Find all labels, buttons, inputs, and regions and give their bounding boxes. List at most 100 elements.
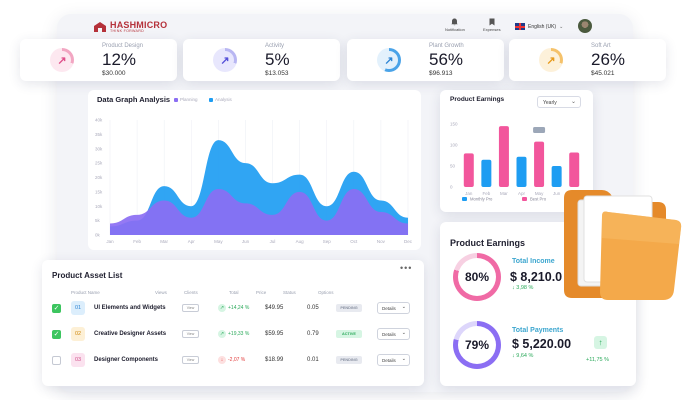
x-tick-label: Jun	[553, 191, 561, 196]
area-chart: 40k 35k 30k 25k 20k 15k 10k 5k 0k Jan Feb Mar Apr May…	[95, 118, 413, 245]
x-tick-label: Jul	[270, 239, 276, 244]
x-tick-label: Aug	[296, 239, 305, 244]
row-checkbox[interactable]: ✓	[52, 304, 61, 313]
status-badge: ACTIVE	[336, 330, 362, 338]
payments-percent: 79%	[458, 326, 496, 364]
period-select[interactable]: Yearly ⌄	[537, 96, 581, 108]
arrow-up-right-icon: ↗	[542, 51, 560, 69]
x-tick-label: May	[214, 239, 223, 244]
x-tick-label: Dec	[404, 239, 413, 244]
row-change: ↗ +14,24 %	[218, 304, 249, 312]
product-name: UI Elements and Widgets	[94, 305, 166, 311]
stat-amount: $13.053	[265, 70, 289, 77]
chevron-down-icon: ⌄	[570, 99, 576, 105]
details-dropdown[interactable]: Details ⌄	[377, 302, 410, 314]
row-price: $18.99	[265, 357, 284, 363]
bar-tooltip	[533, 127, 546, 133]
stat-percent: 56%	[429, 50, 464, 69]
y-tick-label: 15k	[95, 189, 103, 194]
x-tick-label: May	[535, 191, 544, 196]
stat-percent: 5%	[265, 50, 290, 69]
details-dropdown[interactable]: Details ⌄	[377, 354, 410, 366]
stat-label: Plant Growth	[429, 43, 464, 49]
arrow-down-icon: ↓	[218, 356, 226, 364]
change-value: +19,33 %	[228, 331, 250, 337]
bar	[516, 156, 527, 187]
x-tick-label: Mar	[500, 191, 508, 196]
notifications-button[interactable]: Notification	[445, 18, 465, 32]
table-row[interactable]: ✓ 01 UI Elements and Widgets View ↗ +14,24 % $…	[42, 298, 422, 320]
brand-tagline: THINK FORWARD	[110, 29, 145, 33]
row-price: $49.95	[265, 305, 284, 311]
view-button[interactable]: View	[182, 356, 199, 364]
income-percent: 80%	[458, 258, 496, 296]
details-label: Details	[382, 306, 396, 311]
column-header[interactable]: Views	[155, 290, 167, 295]
row-price: $59.95	[265, 331, 284, 337]
y-tick-label: 25k	[95, 161, 103, 166]
chevron-down-icon: ⌄	[401, 330, 406, 336]
column-header[interactable]: Product Name	[71, 290, 100, 295]
table-row[interactable]: ✓ 02 Creative Designer Assets View ↗ +19,33 %…	[42, 324, 422, 346]
y-tick-label: 0	[450, 185, 453, 190]
bar	[498, 126, 509, 187]
folder-illustration	[564, 190, 682, 300]
brand-logo[interactable]: HASHMICRO THINK FORWARD	[93, 21, 167, 34]
language-selector[interactable]: English (UK) ⌄	[515, 23, 563, 30]
status-badge: PENDING	[336, 356, 362, 364]
graph-title: Data Graph Analysis	[97, 95, 171, 104]
product-asset-list-card: Product Asset List ••• Product Name Views…	[42, 260, 424, 386]
legend-analysis: Analysis	[209, 97, 232, 102]
y-tick-label: 20k	[95, 175, 103, 180]
column-header[interactable]: Options	[318, 290, 334, 295]
chevron-down-icon: ⌄	[401, 356, 406, 362]
column-header[interactable]: Total	[229, 290, 239, 295]
legend-swatch	[462, 197, 467, 201]
legend-swatch	[522, 197, 527, 201]
stat-card[interactable]: ↗ Product Design 12% $30.000	[20, 39, 177, 81]
period-select-value: Yearly	[543, 100, 557, 106]
bar	[481, 159, 492, 187]
column-header[interactable]: Clients	[184, 290, 198, 295]
stat-card[interactable]: ↗ Soft Art 26% $45.021	[509, 39, 666, 81]
arrow-up-icon: ↗	[218, 330, 226, 338]
stat-label: Activity	[265, 43, 285, 49]
details-label: Details	[382, 332, 396, 337]
view-button[interactable]: View	[182, 330, 199, 338]
bookmark-icon	[489, 18, 495, 26]
column-header[interactable]: Price	[256, 290, 267, 295]
top-bar: HASHMICRO THINK FORWARD Notification Exp…	[57, 14, 633, 40]
stat-label: Product Design	[102, 43, 144, 49]
details-dropdown[interactable]: Details ⌄	[377, 328, 410, 340]
logo-icon	[93, 21, 107, 33]
area-series-planning	[110, 189, 408, 235]
column-header[interactable]: Status	[283, 290, 296, 295]
stat-card[interactable]: ↗ Activity 5% $13.053	[183, 39, 340, 81]
details-label: Details	[382, 358, 396, 363]
stat-card[interactable]: ↗ Plant Growth 56% $96.913	[347, 39, 504, 81]
table-row[interactable]: 03 Designer Components View ↓ -2,07 % $18.99 0…	[42, 350, 422, 372]
y-tick-label: 10k	[95, 204, 103, 209]
row-quantity: 0.05	[307, 305, 319, 311]
x-tick-label: Oct	[350, 239, 358, 244]
notifications-label: Notification	[445, 27, 465, 32]
y-tick-label: 50	[450, 164, 456, 169]
more-options-icon[interactable]: •••	[400, 263, 413, 273]
row-checkbox[interactable]: ✓	[52, 330, 61, 339]
stat-label: Soft Art	[591, 43, 611, 49]
x-tick-label: Nov	[377, 239, 386, 244]
row-checkbox[interactable]	[52, 356, 61, 365]
legend-label: Monthly Pro	[470, 197, 493, 202]
view-button[interactable]: View	[182, 304, 199, 312]
x-tick-label: Feb	[482, 191, 490, 196]
bar	[463, 153, 474, 187]
change-value: +14,24 %	[228, 305, 250, 311]
stat-percent: 12%	[102, 50, 137, 69]
payments-change: ↓ 9,64 %	[512, 353, 534, 359]
user-avatar[interactable]	[578, 19, 592, 33]
stat-amount: $45.021	[591, 70, 615, 77]
arrow-up-icon: ↑	[594, 336, 607, 349]
x-tick-label: Mar	[160, 239, 168, 244]
bar	[534, 141, 545, 187]
expenses-button[interactable]: Expenses	[483, 18, 501, 32]
